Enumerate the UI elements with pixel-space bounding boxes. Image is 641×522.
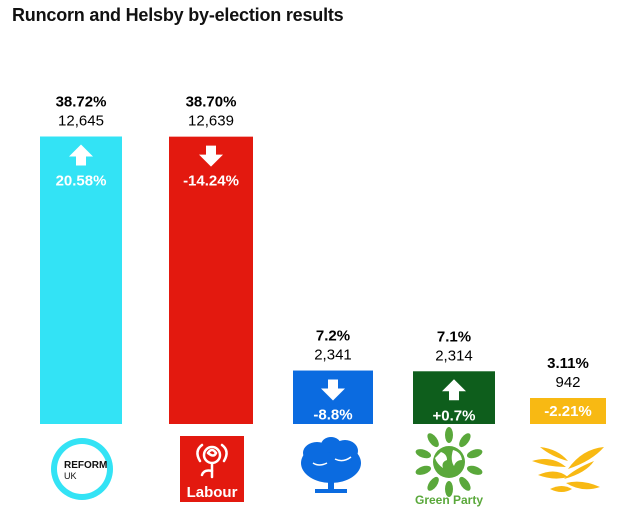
change-down-arrow-icon-2 xyxy=(321,379,345,401)
bar-1 xyxy=(169,136,253,424)
conservative-logo xyxy=(301,437,361,493)
reform-logo-line1: REFORM xyxy=(64,460,107,471)
value-label-1: 38.70% xyxy=(186,94,237,111)
votes-label-3: 2,314 xyxy=(435,347,473,364)
change-label-1: -14.24% xyxy=(183,173,239,190)
change-up-arrow-icon-0 xyxy=(69,144,93,166)
libdem-bird-icon xyxy=(532,447,604,492)
change-down-arrow-icon-1 xyxy=(199,145,223,167)
bar-0 xyxy=(40,136,122,424)
value-label-2: 7.2% xyxy=(316,328,350,345)
votes-label-0: 12,645 xyxy=(58,113,104,130)
green-party-logo: Green Party xyxy=(415,427,483,507)
value-label-3: 7.1% xyxy=(437,328,471,345)
votes-label-2: 2,341 xyxy=(314,347,352,364)
change-label-0: 20.58% xyxy=(56,173,107,190)
reform-logo-line2: UK xyxy=(64,471,77,481)
value-label-4: 3.11% xyxy=(547,355,589,372)
bar-4 xyxy=(530,398,606,424)
change-label-2: -8.8% xyxy=(313,407,352,424)
change-up-arrow-icon-3 xyxy=(442,379,466,401)
libdem-logo xyxy=(532,447,604,492)
change-label-3: +0.7% xyxy=(433,407,476,424)
green-logo-text: Green Party xyxy=(415,493,483,507)
votes-label-1: 12,639 xyxy=(188,113,234,130)
labour-rose-icon xyxy=(196,443,228,479)
conservative-tree-icon xyxy=(301,437,361,493)
chart-title: Runcorn and Helsby by-election results xyxy=(12,5,344,25)
votes-label-4: 942 xyxy=(555,374,580,391)
change-label-4: -2.21% xyxy=(544,403,592,420)
green-globe-icon xyxy=(415,427,483,497)
labour-logo: Labour xyxy=(180,436,244,502)
labour-logo-text: Labour xyxy=(187,484,238,501)
value-label-0: 38.72% xyxy=(56,94,107,111)
reform-uk-logo: REFORM UK xyxy=(51,438,113,500)
